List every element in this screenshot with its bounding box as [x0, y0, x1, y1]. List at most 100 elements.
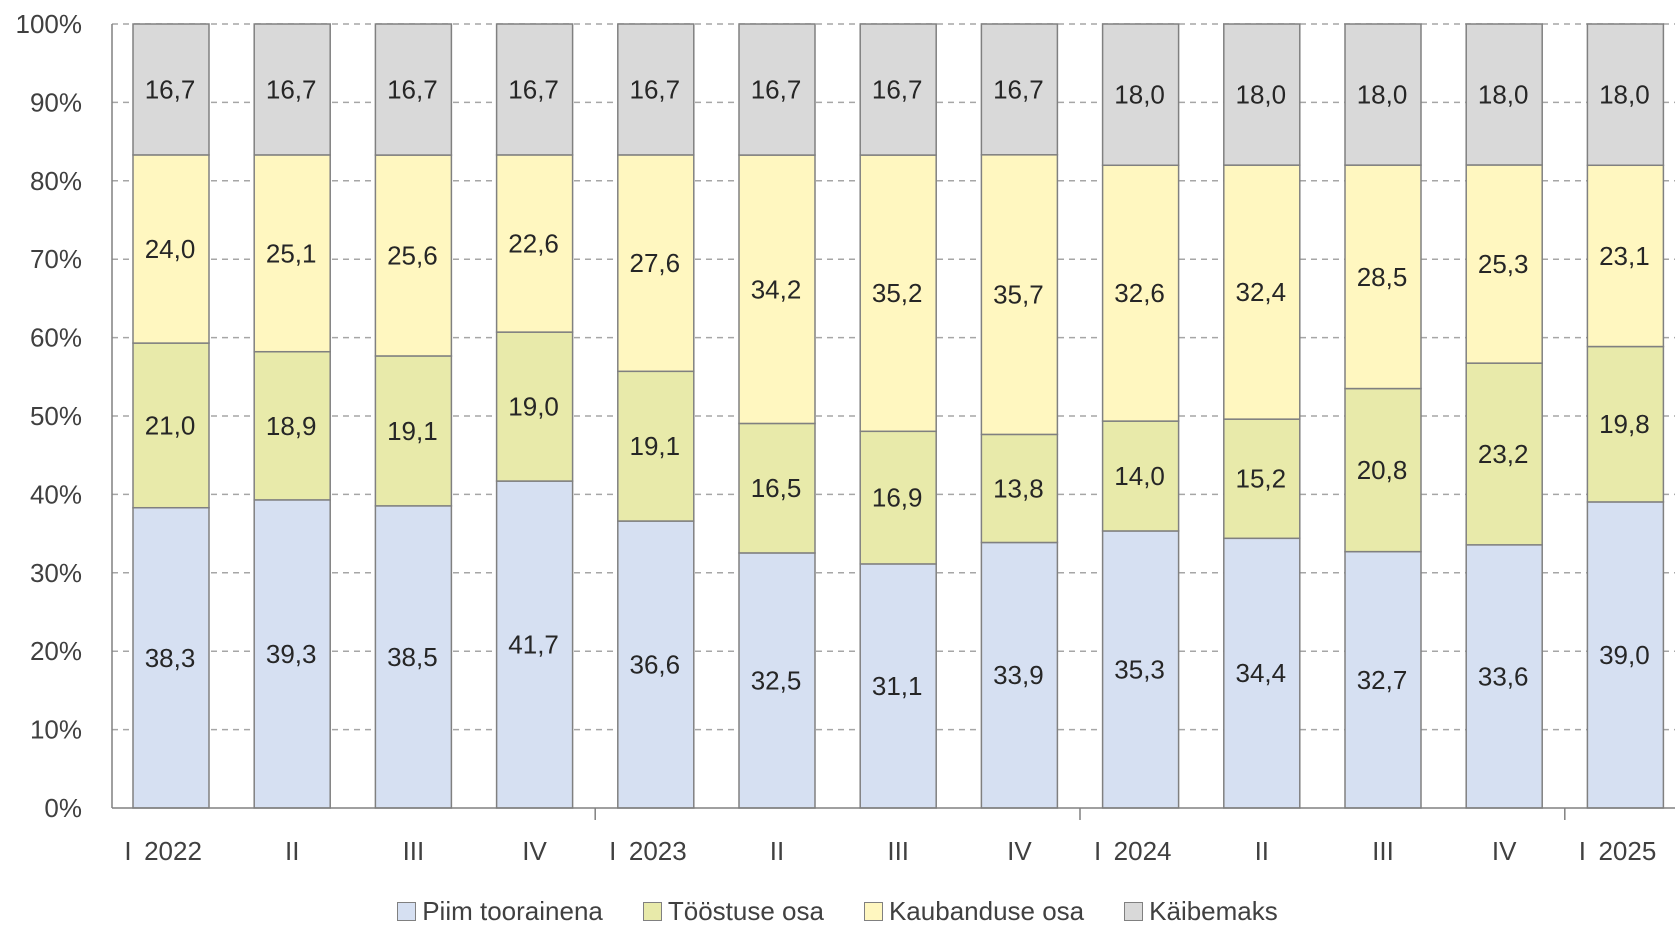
legend-swatch: [642, 902, 662, 921]
bar-segment: [859, 23, 937, 156]
x-tick-label: II: [1255, 836, 1269, 866]
data-label: 16,7: [508, 74, 559, 104]
bar-segment: [495, 23, 574, 156]
bar-segment: [617, 154, 695, 373]
bar-segment: [1223, 23, 1301, 166]
bar-segment: [617, 23, 695, 156]
bar-segment: [1465, 544, 1543, 809]
data-label: 38,5: [387, 642, 438, 672]
data-label: 34,4: [1235, 658, 1286, 688]
data-label: 19,1: [629, 431, 680, 461]
data-label: 19,1: [387, 416, 438, 446]
data-label: 16,7: [266, 74, 317, 104]
legend: Piim toorainena Tööstuse osa Kaubanduse os…: [0, 896, 1675, 927]
bar-segment: [374, 154, 453, 357]
data-label: 27,6: [629, 248, 680, 278]
bar-segment: [617, 520, 695, 809]
y-tick-label: 40%: [30, 479, 82, 509]
bar-segment: [132, 23, 210, 156]
axes: 0%10%20%30%40%50%60%70%80%90%100%I 2022 II…: [16, 9, 1675, 866]
bar-segment: [1586, 501, 1665, 809]
bar-segment: [859, 154, 937, 433]
x-tick-label: III: [403, 836, 425, 866]
data-label: 23,2: [1478, 439, 1529, 469]
bar-segment: [1586, 345, 1665, 503]
data-label: 18,0: [1114, 80, 1165, 110]
data-label: 33,9: [993, 660, 1044, 690]
data-label: 32,5: [751, 665, 802, 695]
x-year-label: 2025: [1598, 836, 1656, 866]
bar-segment: [980, 433, 1059, 544]
bar-segment: [1344, 23, 1422, 166]
legend-item: Piim toorainena: [397, 896, 603, 927]
data-label: 18,0: [1599, 80, 1650, 110]
bar-segment: [253, 350, 331, 501]
data-label: 16,7: [387, 75, 438, 105]
data-label: 38,3: [145, 643, 196, 673]
x-tick-label: I: [1094, 836, 1101, 866]
x-tick-label: II: [285, 836, 299, 866]
bar-segment: [374, 23, 453, 156]
bar-segment: [1101, 23, 1180, 167]
bar-segment: [1465, 362, 1543, 546]
data-label: 25,1: [266, 238, 317, 268]
bar-segment: [1223, 418, 1301, 540]
data-label: 16,7: [872, 75, 923, 105]
data-label: 18,0: [1478, 79, 1529, 109]
data-label: 22,6: [508, 229, 559, 259]
bar-segment: [738, 23, 816, 156]
data-label: 19,8: [1599, 409, 1650, 439]
data-label: 39,0: [1599, 640, 1650, 670]
data-label: 32,6: [1114, 278, 1165, 308]
data-label: 16,7: [145, 74, 196, 104]
data-label: 18,9: [266, 411, 317, 441]
y-tick-label: 20%: [30, 636, 82, 666]
data-label: 18,0: [1357, 80, 1408, 110]
bar-segment: [1465, 23, 1543, 166]
bar-segment: [859, 430, 937, 565]
y-tick-label: 60%: [30, 323, 82, 353]
y-tick-label: 50%: [30, 401, 82, 431]
y-tick-label: 100%: [16, 9, 83, 39]
bar-segment: [617, 370, 695, 522]
legend-swatch: [397, 902, 417, 921]
bar-segment: [132, 342, 210, 509]
x-tick-label: IV: [522, 836, 547, 866]
data-label: 18,0: [1235, 80, 1286, 110]
y-tick-label: 10%: [30, 715, 82, 745]
legend-label: Käibemaks: [1149, 896, 1278, 926]
data-label: 35,7: [993, 280, 1044, 310]
bar-segment: [1223, 537, 1301, 809]
bar-segment: [1586, 164, 1665, 348]
x-year-label: 2022: [144, 836, 202, 866]
data-label: 20,8: [1357, 455, 1408, 485]
legend-item: Tööstuse osa: [642, 896, 824, 927]
x-tick-label: I: [1579, 836, 1586, 866]
data-label: 21,0: [145, 410, 196, 440]
x-tick-label: I: [609, 836, 616, 866]
data-label: 39,3: [266, 639, 317, 669]
x-tick-label: IV: [1492, 836, 1517, 866]
bar-segment: [132, 154, 210, 344]
y-tick-label: 70%: [30, 244, 82, 274]
bar-segment: [1101, 420, 1180, 532]
x-tick-label: I: [124, 836, 131, 866]
data-label: 41,7: [508, 630, 559, 660]
bar-segment: [1586, 23, 1665, 167]
data-label: 24,0: [145, 234, 196, 264]
data-label: 25,3: [1478, 249, 1529, 279]
y-tick-label: 80%: [30, 166, 82, 196]
bar-segment: [374, 505, 453, 809]
bar-stacks: 38,3 21,0 24,0 16,7 39,3 18,9 25,1 16,7 38,5 19,1…: [132, 23, 1665, 809]
legend-label: Kaubanduse osa: [888, 896, 1085, 926]
data-label: 25,6: [387, 241, 438, 271]
legend-swatch: [863, 902, 883, 921]
bar-segment: [980, 154, 1059, 436]
bar-segment: [980, 541, 1059, 809]
x-tick-label: III: [887, 836, 909, 866]
data-label: 14,0: [1114, 461, 1165, 491]
bar-segment: [132, 506, 210, 809]
bar-segment: [1223, 164, 1301, 420]
x-tick-label: II: [770, 836, 784, 866]
legend-item: Käibemaks: [1124, 896, 1278, 927]
